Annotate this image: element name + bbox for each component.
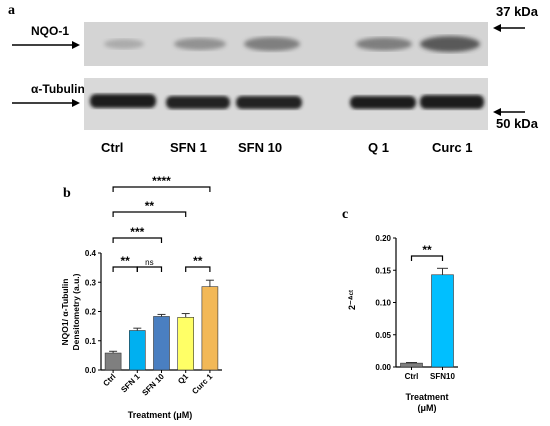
marker-37kda-arrow xyxy=(493,24,525,32)
chart-c-xlabel-1: Treatment xyxy=(405,392,448,402)
nqo1-band-sfn1 xyxy=(174,38,226,50)
nqo1-band-q1 xyxy=(356,37,412,51)
lane-label-sfn1: SFN 1 xyxy=(170,140,207,155)
chart-b-ylabel-2: Densitometry (a.u.) xyxy=(71,273,81,350)
chart-c-xtick-label: SFN10 xyxy=(430,372,455,381)
chart-b-sig-bracket xyxy=(112,237,163,243)
chart-c-ytick-label: 0.05 xyxy=(375,331,391,340)
lane-label-q1: Q 1 xyxy=(368,140,389,155)
chart-b-sig-label: *** xyxy=(130,225,144,239)
chart-c-ytick-label: 0.10 xyxy=(375,299,391,308)
chart-b-xtick-label: SFN 10 xyxy=(140,372,166,398)
tubulin-band-q1 xyxy=(350,96,416,109)
tubulin-band-sfn1 xyxy=(166,96,230,109)
nqo1-arrow xyxy=(12,41,80,49)
chart-b-xlabel: Treatment (μM) xyxy=(128,410,193,420)
nqo1-band-sfn10 xyxy=(244,37,300,51)
chart-b-sig-bracket xyxy=(185,266,211,272)
chart-c-ylabel: 2⁻ᐞᶜᵗ xyxy=(347,290,357,310)
chart-b-ytick-label: 0.4 xyxy=(85,249,97,258)
tubulin-band-ctrl xyxy=(90,94,156,108)
chart-b-bar xyxy=(177,317,194,371)
nqo1-band-curc1 xyxy=(420,36,480,52)
chart-b-sig-label: **** xyxy=(152,174,171,188)
lane-label-curc1: Curc 1 xyxy=(432,140,473,155)
chart-c-bar xyxy=(431,274,454,368)
tubulin-label: α-Tubulin xyxy=(31,82,85,96)
marker-50kda-arrow xyxy=(493,108,525,116)
chart-b-sig-bracket xyxy=(136,266,163,272)
panel-c-letter: c xyxy=(342,207,349,222)
panel-b-letter: b xyxy=(63,186,71,201)
marker-37kda: 37 kDa xyxy=(496,4,538,19)
chart-b-sig-label: ** xyxy=(145,199,155,213)
chart-c-bar xyxy=(400,362,423,368)
lane-label-sfn10: SFN 10 xyxy=(238,140,283,155)
marker-50kda: 50 kDa xyxy=(496,116,538,131)
chart-b-sig-label: ** xyxy=(121,254,131,268)
chart-b-bar xyxy=(104,352,122,371)
chart-b: NQO1/ α-Tubulin Densitometry (a.u.) Trea… xyxy=(60,174,222,420)
chart-b-xtick-label: Curc 1 xyxy=(190,372,214,396)
chart-b-sig-label: ** xyxy=(193,254,203,268)
chart-c-ytick-label: 0.15 xyxy=(375,266,391,275)
chart-c-xlabel-2: (μM) xyxy=(418,403,437,413)
chart-c: 2⁻ᐞᶜᵗ Treatment (μM) 0.00 0.05 0.10 0.15 0.2… xyxy=(347,234,458,413)
chart-c-sig-label: ** xyxy=(422,243,432,257)
chart-b-xtick-label: Q1 xyxy=(176,372,190,386)
tubulin-arrow xyxy=(12,99,80,107)
chart-b-bar xyxy=(129,330,146,371)
chart-b-sig-label: ns xyxy=(145,258,153,267)
nqo1-band-ctrl xyxy=(104,39,144,49)
tubulin-band-sfn10 xyxy=(236,96,302,109)
chart-c-ytick-label: 0.20 xyxy=(375,234,391,243)
chart-b-bar xyxy=(153,316,170,371)
lane-label-ctrl: Ctrl xyxy=(101,140,124,155)
chart-b-bar xyxy=(201,286,219,371)
chart-b-ytick-label: 0.0 xyxy=(85,366,97,375)
chart-c-sig-bracket xyxy=(410,255,444,261)
tubulin-blot xyxy=(84,78,488,130)
chart-c-xtick-label: Ctrl xyxy=(405,372,419,381)
chart-b-xtick-label: Ctrl xyxy=(101,372,117,388)
nqo1-label: NQO-1 xyxy=(31,24,70,38)
nqo1-blot xyxy=(84,22,488,66)
panel-a-letter: a xyxy=(8,3,15,18)
chart-b-sig-bracket xyxy=(112,186,211,192)
chart-b-sig-bracket xyxy=(112,211,187,217)
chart-b-ytick-label: 0.2 xyxy=(85,308,97,317)
chart-b-xtick-label: SFN 1 xyxy=(119,372,142,395)
chart-b-ylabel-1: NQO1/ α-Tubulin xyxy=(60,279,70,346)
tubulin-band-curc1 xyxy=(420,95,484,109)
chart-c-ytick-label: 0.00 xyxy=(375,363,391,372)
chart-b-ytick-label: 0.3 xyxy=(85,278,97,287)
chart-b-ytick-label: 0.1 xyxy=(85,337,97,346)
